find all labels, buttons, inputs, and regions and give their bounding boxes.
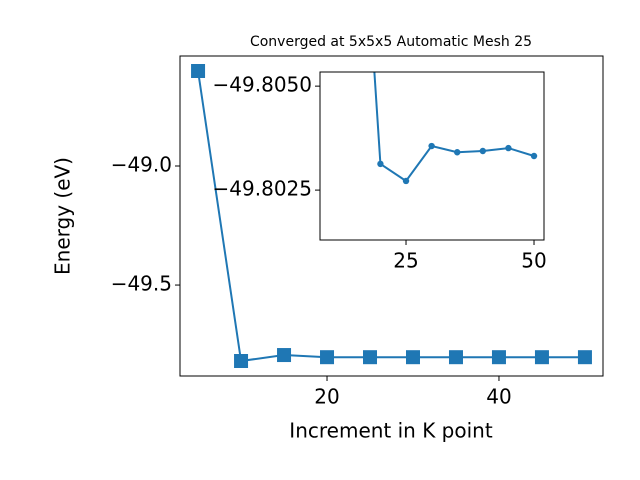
data-point — [505, 144, 512, 152]
x-axis-label: Increment in K point — [289, 419, 493, 443]
data-point — [534, 350, 549, 365]
data-point — [234, 354, 249, 368]
data-point — [320, 350, 335, 365]
data-point — [405, 350, 420, 365]
data-line — [197, 70, 585, 363]
x-tick-label: 50 — [521, 249, 546, 273]
chart-title: Converged at 5x5x5 Automatic Mesh 25 — [250, 34, 532, 50]
data-point — [402, 177, 410, 185]
data-point — [530, 152, 538, 160]
y-axis-label: Energy (eV) — [51, 157, 75, 275]
data-point — [377, 160, 384, 168]
x-tick-label: 20 — [314, 385, 339, 409]
data-point — [191, 64, 206, 78]
data-point — [491, 350, 506, 365]
data-point — [454, 149, 461, 156]
y-tick-label: −49.0 — [111, 153, 172, 177]
data-point — [577, 350, 592, 365]
data-line — [373, 72, 535, 183]
y-tick-label: −49.8050 — [213, 73, 312, 97]
axes-frame — [179, 55, 604, 377]
x-tick-label: 25 — [393, 249, 418, 273]
plot-area — [320, 72, 544, 240]
y-tick-label: −49.8025 — [213, 177, 312, 201]
data-point — [448, 350, 463, 365]
axes-frame — [319, 71, 545, 241]
x-tick-label: 40 — [486, 385, 511, 409]
y-tick-label: −49.5 — [111, 272, 172, 296]
data-point — [428, 142, 435, 150]
data-point — [479, 147, 487, 155]
data-point — [277, 348, 292, 363]
data-point — [363, 350, 378, 365]
